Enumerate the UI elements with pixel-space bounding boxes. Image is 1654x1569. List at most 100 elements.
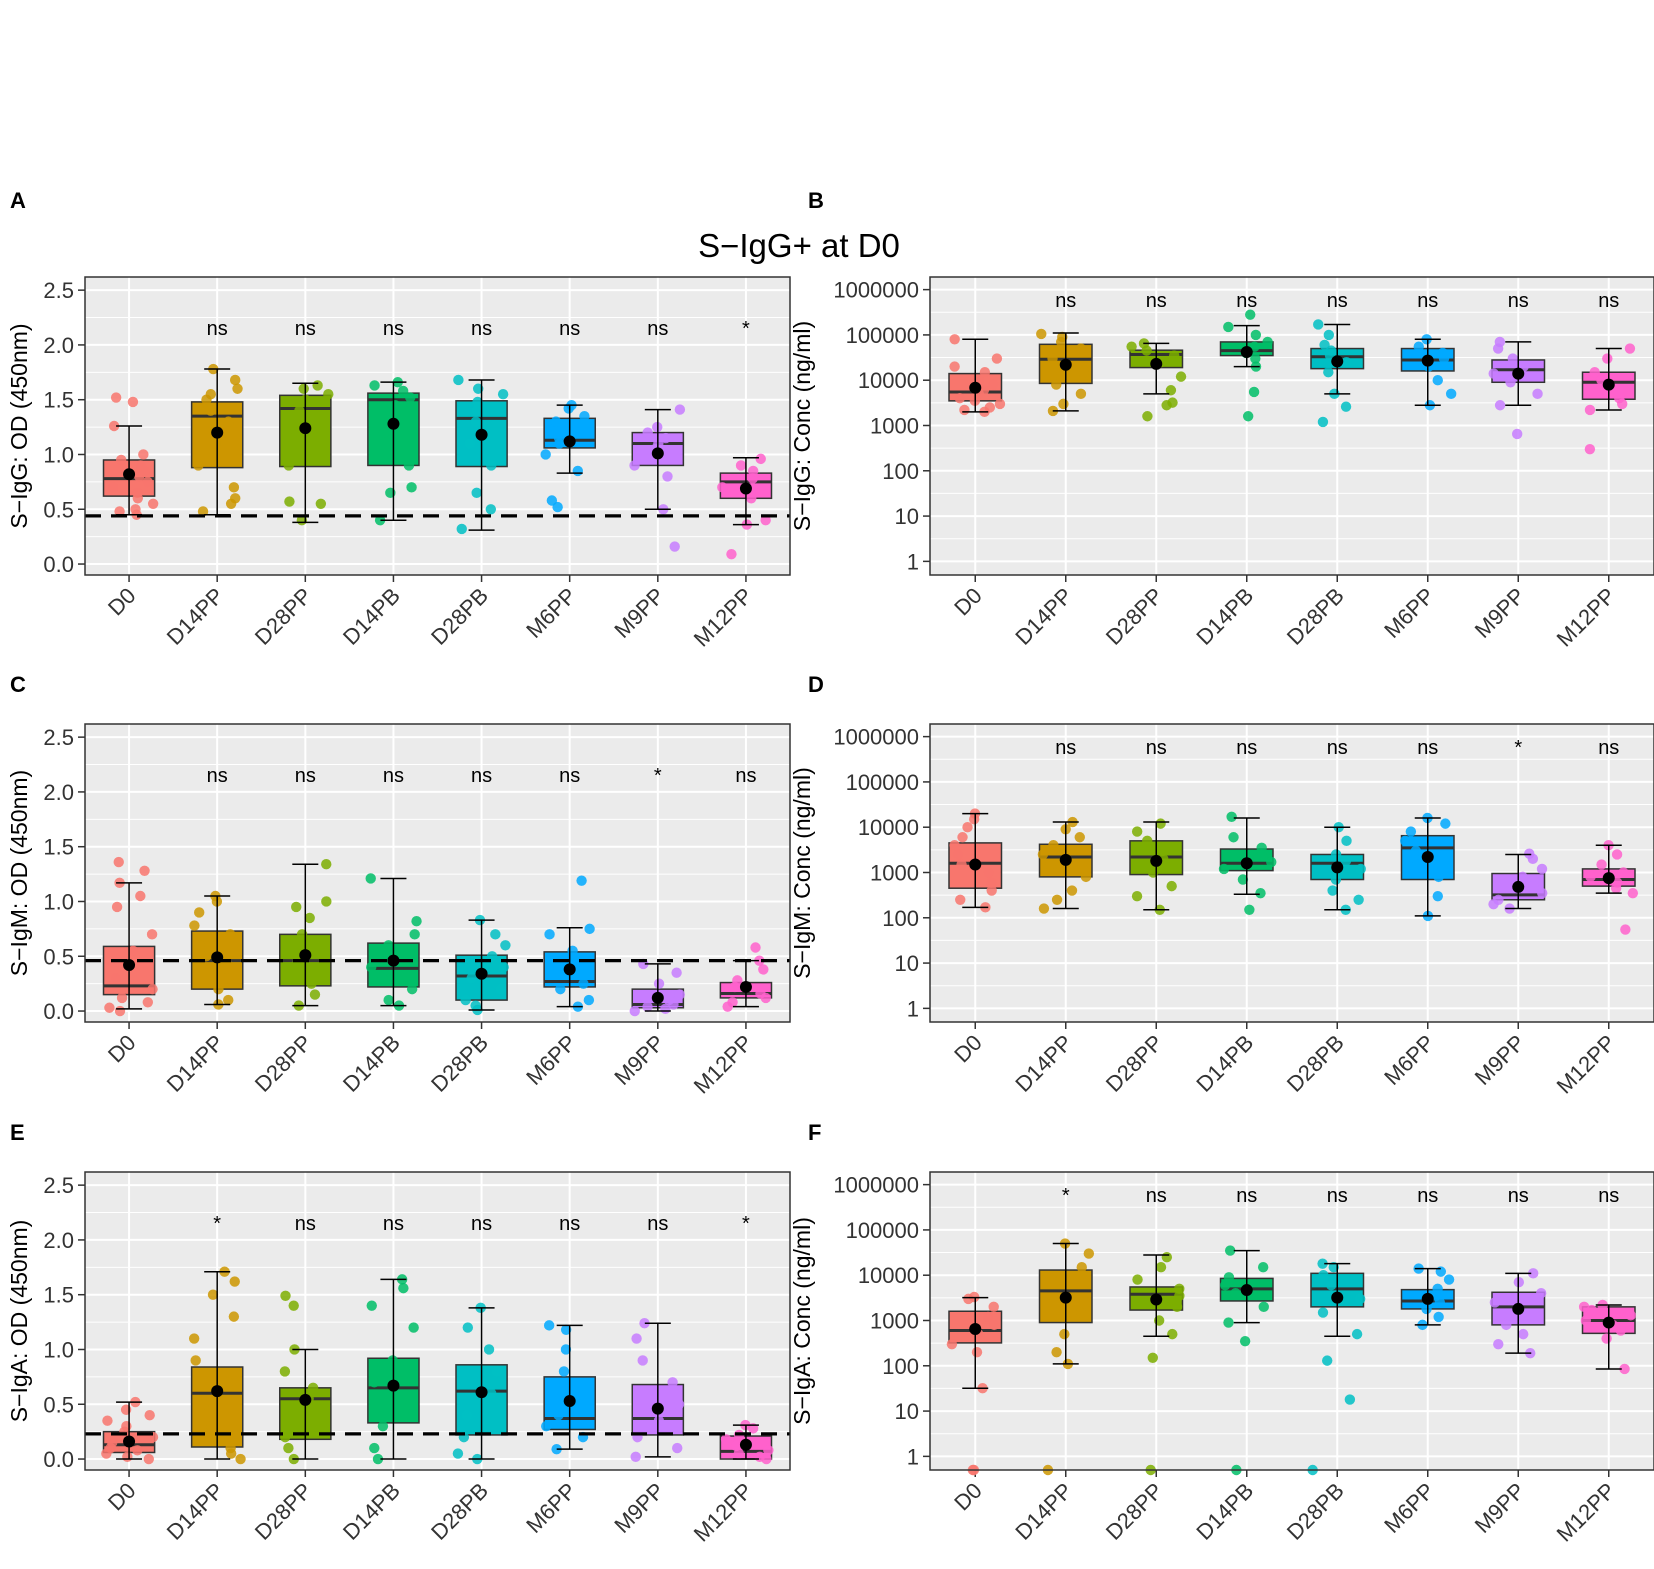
significance-label: ns bbox=[1236, 1185, 1257, 1207]
data-point bbox=[471, 405, 482, 416]
data-point bbox=[1493, 894, 1504, 905]
data-point bbox=[127, 396, 139, 408]
data-point bbox=[1248, 386, 1260, 398]
data-point bbox=[642, 427, 653, 438]
y-tick-label: 10 bbox=[895, 1399, 919, 1424]
data-point bbox=[986, 885, 997, 896]
box-d14pb bbox=[1219, 309, 1274, 422]
x-tick-label: D14PP bbox=[1010, 1030, 1077, 1097]
mean-point bbox=[1602, 1316, 1615, 1329]
x-tick-label: D28PP bbox=[1101, 1030, 1168, 1097]
x-tick-label: D0 bbox=[103, 583, 141, 621]
data-point bbox=[543, 1320, 555, 1331]
data-point bbox=[1537, 887, 1548, 899]
data-point bbox=[1257, 1262, 1269, 1273]
data-point bbox=[560, 427, 571, 438]
significance-label: ns bbox=[295, 765, 316, 787]
x-tick-label: D28PB bbox=[426, 1030, 493, 1097]
data-point bbox=[303, 967, 315, 978]
significance-label: ns bbox=[1327, 737, 1348, 759]
data-point bbox=[1075, 388, 1087, 400]
panel-letter: C bbox=[10, 672, 26, 697]
data-point bbox=[1517, 871, 1528, 883]
box-d14pp bbox=[1038, 1238, 1095, 1476]
data-point bbox=[315, 498, 327, 509]
data-point bbox=[1330, 874, 1342, 885]
y-tick-label: 1000000 bbox=[833, 725, 919, 750]
x-tick-label: M12PP bbox=[1552, 1478, 1621, 1547]
significance-label: ns bbox=[383, 318, 404, 340]
mean-point bbox=[1602, 378, 1615, 391]
data-point bbox=[663, 994, 675, 1006]
box-m6pp bbox=[1400, 812, 1455, 922]
data-point bbox=[139, 865, 150, 877]
data-point bbox=[291, 901, 302, 913]
data-point bbox=[225, 1442, 236, 1454]
data-point bbox=[406, 482, 417, 493]
data-point bbox=[471, 487, 482, 499]
data-point bbox=[1527, 1268, 1539, 1279]
data-point bbox=[470, 1000, 481, 1011]
significance-label: ns bbox=[1508, 290, 1529, 312]
box-d28pb bbox=[453, 374, 509, 535]
data-point bbox=[108, 420, 120, 432]
mean-point bbox=[211, 1385, 224, 1398]
data-point bbox=[994, 398, 1006, 410]
box-d14pp bbox=[1037, 816, 1093, 914]
data-point bbox=[1323, 329, 1335, 341]
x-tick-label: D14PB bbox=[338, 583, 405, 650]
data-point bbox=[466, 972, 477, 984]
data-point bbox=[579, 410, 590, 422]
plot-frame bbox=[929, 723, 1654, 1023]
data-point bbox=[1266, 856, 1277, 868]
data-point bbox=[1237, 874, 1249, 885]
mean-point bbox=[1421, 1292, 1434, 1305]
box-m12pp bbox=[1578, 1299, 1636, 1375]
box-m6pp bbox=[1400, 334, 1457, 411]
data-point bbox=[746, 493, 757, 504]
data-point bbox=[404, 1399, 416, 1410]
data-point bbox=[306, 978, 317, 989]
data-point bbox=[1535, 1288, 1547, 1299]
data-point bbox=[1051, 894, 1063, 905]
y-tick-label: 1000000 bbox=[833, 1173, 919, 1198]
mean-point bbox=[1421, 850, 1434, 863]
significance-label: * bbox=[742, 1213, 750, 1235]
data-point bbox=[583, 994, 595, 1006]
significance-label: ns bbox=[559, 1213, 580, 1235]
data-point bbox=[294, 405, 305, 416]
box-m6pp bbox=[1400, 1263, 1455, 1331]
data-point bbox=[372, 1453, 384, 1465]
data-point bbox=[411, 916, 422, 927]
mean-point bbox=[1240, 345, 1253, 358]
data-point bbox=[1511, 428, 1523, 440]
data-point bbox=[485, 1388, 497, 1399]
y-tick-label: 100000 bbox=[846, 323, 919, 348]
data-point bbox=[1445, 388, 1457, 400]
data-point bbox=[1167, 397, 1178, 408]
y-tick-label: 0.0 bbox=[43, 999, 74, 1024]
y-tick-label: 0.5 bbox=[43, 497, 74, 522]
data-point bbox=[669, 541, 680, 552]
panel-a: A 0.0 0.5 1.0 1.5 2.0 2.5 D0 D14PP D28PP D14PB D28P… bbox=[6, 188, 791, 652]
x-tick-label: D28PB bbox=[1282, 1478, 1349, 1545]
significance-label: ns bbox=[1508, 1185, 1529, 1207]
x-tick-label: D28PP bbox=[250, 1030, 317, 1097]
data-point bbox=[205, 405, 216, 416]
data-point bbox=[1044, 859, 1056, 870]
data-point bbox=[323, 389, 334, 400]
data-point bbox=[544, 929, 555, 940]
data-point bbox=[1440, 818, 1451, 829]
data-point bbox=[1166, 880, 1177, 892]
data-point bbox=[206, 1420, 217, 1432]
x-tick-label: M12PP bbox=[1552, 583, 1621, 652]
panel-letter: B bbox=[808, 188, 824, 213]
data-point bbox=[962, 822, 973, 833]
data-point bbox=[1328, 1262, 1339, 1273]
mean-point bbox=[1059, 853, 1072, 866]
data-point bbox=[464, 438, 475, 449]
data-point bbox=[1317, 1258, 1328, 1269]
data-point bbox=[403, 460, 415, 471]
data-point bbox=[490, 929, 501, 940]
data-point bbox=[551, 1443, 562, 1455]
